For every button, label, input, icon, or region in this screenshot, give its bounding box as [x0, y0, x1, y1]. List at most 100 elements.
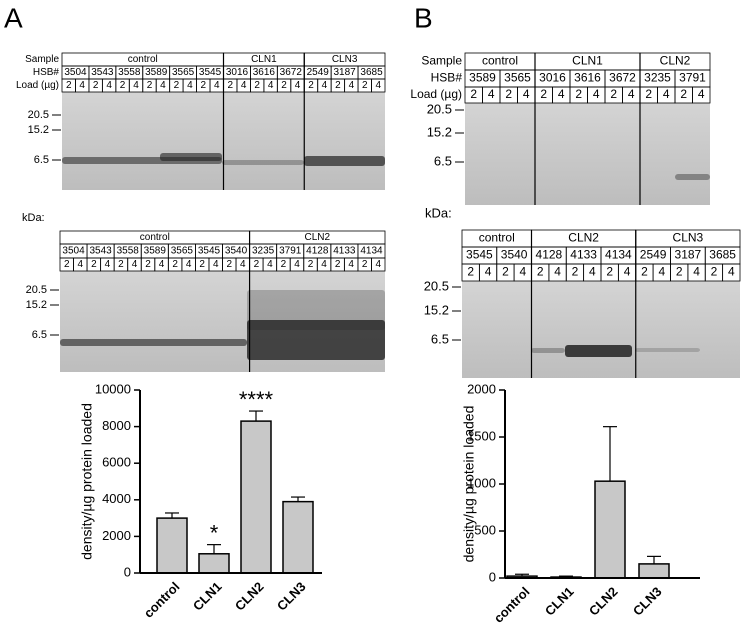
load-value: 2: [467, 265, 474, 279]
y-tick-label: 4000: [102, 491, 131, 506]
load-value: 4: [132, 259, 138, 270]
group-name: control: [140, 232, 170, 243]
blot-band: [247, 320, 385, 360]
y-axis-label: density/µg protein loaded: [79, 403, 95, 560]
y-axis-label: density/µg protein loaded: [461, 406, 477, 563]
sample-id: 3504: [62, 246, 85, 257]
load-value: 2: [711, 265, 718, 279]
load-value: 2: [93, 80, 99, 91]
load-cell: [371, 78, 386, 93]
sample-id: 3504: [64, 67, 87, 78]
blot-band: [565, 345, 632, 357]
sample-id: 3565: [172, 67, 195, 78]
group-name: control: [482, 54, 518, 68]
row-label: Sample: [25, 54, 59, 65]
x-tick-label: CLN3: [274, 579, 309, 614]
load-value: 4: [79, 80, 85, 91]
marker-label: 6.5: [32, 329, 47, 341]
sample-id: 3540: [225, 246, 248, 257]
load-value: 2: [226, 259, 232, 270]
x-tick-label: control: [141, 579, 183, 621]
sample-id: 3791: [279, 246, 302, 257]
load-value: 4: [728, 265, 735, 279]
x-tick-label: CLN3: [630, 584, 665, 619]
load-value: 4: [133, 80, 139, 91]
blot-band: [304, 156, 385, 166]
sample-id: 3672: [280, 67, 303, 78]
sample-id: 3616: [253, 67, 276, 78]
sample-id: 3545: [198, 246, 221, 257]
bar: [198, 553, 230, 574]
bar: [282, 500, 314, 574]
load-value: 2: [470, 87, 477, 101]
row-label: Load (µg): [410, 87, 462, 101]
load-value: 4: [523, 87, 530, 101]
sample-id: 3235: [644, 71, 671, 85]
sample-id: 4134: [360, 246, 383, 257]
significance: *: [210, 520, 219, 545]
marker-label: 6.5: [434, 153, 452, 168]
load-value: 2: [502, 265, 509, 279]
load-value: 4: [375, 259, 381, 270]
sample-id: 3187: [675, 248, 702, 262]
x-tick-label: control: [491, 584, 533, 626]
sample-id: 3672: [609, 71, 636, 85]
sample-id: 3558: [117, 246, 140, 257]
load-value: 2: [505, 87, 512, 101]
group-name: CLN3: [332, 54, 358, 65]
y-tick-label: 2000: [102, 528, 131, 543]
load-value: 4: [349, 80, 355, 91]
sample-id: 3589: [469, 71, 496, 85]
load-value: 4: [321, 259, 327, 270]
load-value: 4: [589, 265, 596, 279]
sample-id: 3589: [144, 246, 167, 257]
load-value: 4: [485, 265, 492, 279]
load-value: 2: [680, 87, 687, 101]
blot-band: [222, 160, 304, 165]
y-tick-label: 2000: [467, 381, 496, 396]
y-tick-label: 10000: [95, 381, 131, 396]
sample-id: 4128: [306, 246, 329, 257]
load-value: 4: [214, 80, 220, 91]
marker-label: 6.5: [34, 154, 49, 166]
marker-label: 15.2: [26, 299, 47, 311]
sample-id: 4133: [570, 248, 597, 262]
load-value: 2: [254, 259, 260, 270]
sample-id: 3558: [118, 67, 141, 78]
marker-label: 15.2: [427, 124, 452, 139]
marker-label: 20.5: [26, 284, 47, 296]
y-tick-label: 6000: [102, 455, 131, 470]
load-cell: [722, 263, 741, 282]
sample-id: 4134: [605, 248, 632, 262]
load-value: 2: [676, 265, 683, 279]
load-value: 2: [606, 265, 613, 279]
load-value: 2: [147, 80, 153, 91]
sample-id: 3589: [145, 67, 168, 78]
sample-id: 3540: [501, 248, 528, 262]
load-value: 4: [213, 259, 219, 270]
sample-id: 3791: [679, 71, 706, 85]
sample-id: 3545: [199, 67, 222, 78]
load-value: 2: [641, 265, 648, 279]
load-value: 4: [268, 80, 274, 91]
y-tick-label: 500: [474, 522, 496, 537]
group-name: control: [479, 231, 515, 245]
load-value: 2: [172, 259, 178, 270]
load-value: 2: [64, 259, 70, 270]
row-label: HSB#: [431, 71, 463, 85]
panel-label: B: [414, 2, 433, 33]
load-cell: [692, 86, 711, 104]
load-value: 4: [348, 259, 354, 270]
load-value: 4: [658, 265, 665, 279]
load-value: 4: [624, 265, 631, 279]
load-value: 2: [145, 259, 151, 270]
load-value: 4: [106, 80, 112, 91]
group-name: CLN3: [673, 231, 704, 245]
load-value: 4: [240, 259, 246, 270]
load-value: 2: [120, 80, 126, 91]
blot-image: [462, 281, 740, 378]
sample-id: 3616: [574, 71, 601, 85]
sample-id: 3545: [466, 248, 493, 262]
y-tick-label: 1000: [467, 475, 496, 490]
